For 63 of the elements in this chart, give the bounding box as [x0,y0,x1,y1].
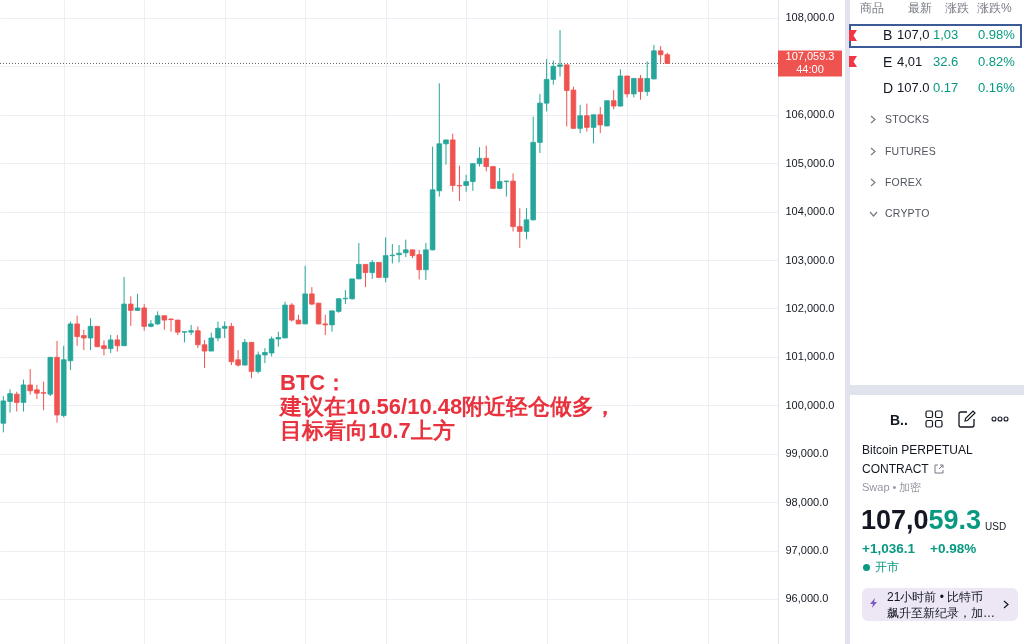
candlestick [128,295,134,327]
candlestick [577,104,583,134]
y-tick-label: 98,000.0 [785,495,829,508]
text: B.. [890,411,908,429]
y-tick-label: 96,000.0 [785,592,829,605]
text: STOCKS [885,112,930,126]
candlestick [14,391,20,413]
candlestick [20,379,27,413]
text: CRYPTO [885,206,930,220]
y-tick-label: 99,000.0 [785,447,829,460]
text: +0.98% [930,540,977,558]
text: 107,0 [897,27,930,43]
annotation: 目标看向10.7上方 [280,418,455,443]
text: CONTRACT [862,461,929,477]
y-tick-label: 101,000.0 [785,350,835,363]
text: 0.98% [978,27,1015,43]
candlestick [584,103,590,133]
text: Bitcoin PERPETUAL [862,442,973,458]
candlestick [87,317,94,351]
text: B [883,26,893,44]
ref-line-label: 107,059.3 44:00 [785,49,835,75]
text: 107,059.3 [861,504,982,535]
candlestick [141,303,147,332]
text: 4,01 [897,54,923,70]
text: 最新 [908,0,932,16]
candlestick [624,75,630,98]
y-tick-label: 108,000.0 [785,11,835,24]
candlestick [610,89,617,110]
annotation: BTC： [280,370,348,395]
y-tick-label: 106,000.0 [785,108,835,121]
text: +1,036.1 [862,540,915,558]
y-tick-label: 104,000.0 [785,205,835,218]
text: 1,03 [933,27,959,43]
text: Swap • 加密 [862,481,922,495]
text: 0.17 [933,80,959,96]
annotation: 建议在10.56/10.48附近轻仓做多， [278,394,617,419]
y-tick-label: 105,000.0 [785,156,835,169]
text: USD [985,521,1007,533]
y-tick-label: 103,000.0 [785,253,835,266]
text: FUTURES [885,144,936,158]
y-tick-label: 97,000.0 [785,544,829,557]
text: 107.0 [897,80,930,96]
text: 涨跌% [977,0,1012,16]
text: E [883,53,893,71]
candlestick [369,259,375,280]
candlestick [590,114,597,144]
y-tick-label: 102,000.0 [785,301,835,314]
text: FOREX [885,175,923,189]
text: 0.82% [978,54,1015,70]
text: 开市 [875,559,899,575]
candlestick [242,338,248,366]
text: D [883,79,894,97]
candlestick [637,74,644,101]
text: 飙升至新纪录，加… [887,605,995,621]
text: 32.6 [933,54,959,70]
text: 21小时前 • 比特币 [887,589,984,605]
text: 商品 [860,0,884,16]
candlestick [362,263,369,288]
y-tick-label: 100,000.0 [785,398,835,411]
text: 涨跌 [945,0,969,16]
text: 0.16% [978,80,1015,96]
candlestick [396,244,402,263]
candlestick [597,106,604,134]
